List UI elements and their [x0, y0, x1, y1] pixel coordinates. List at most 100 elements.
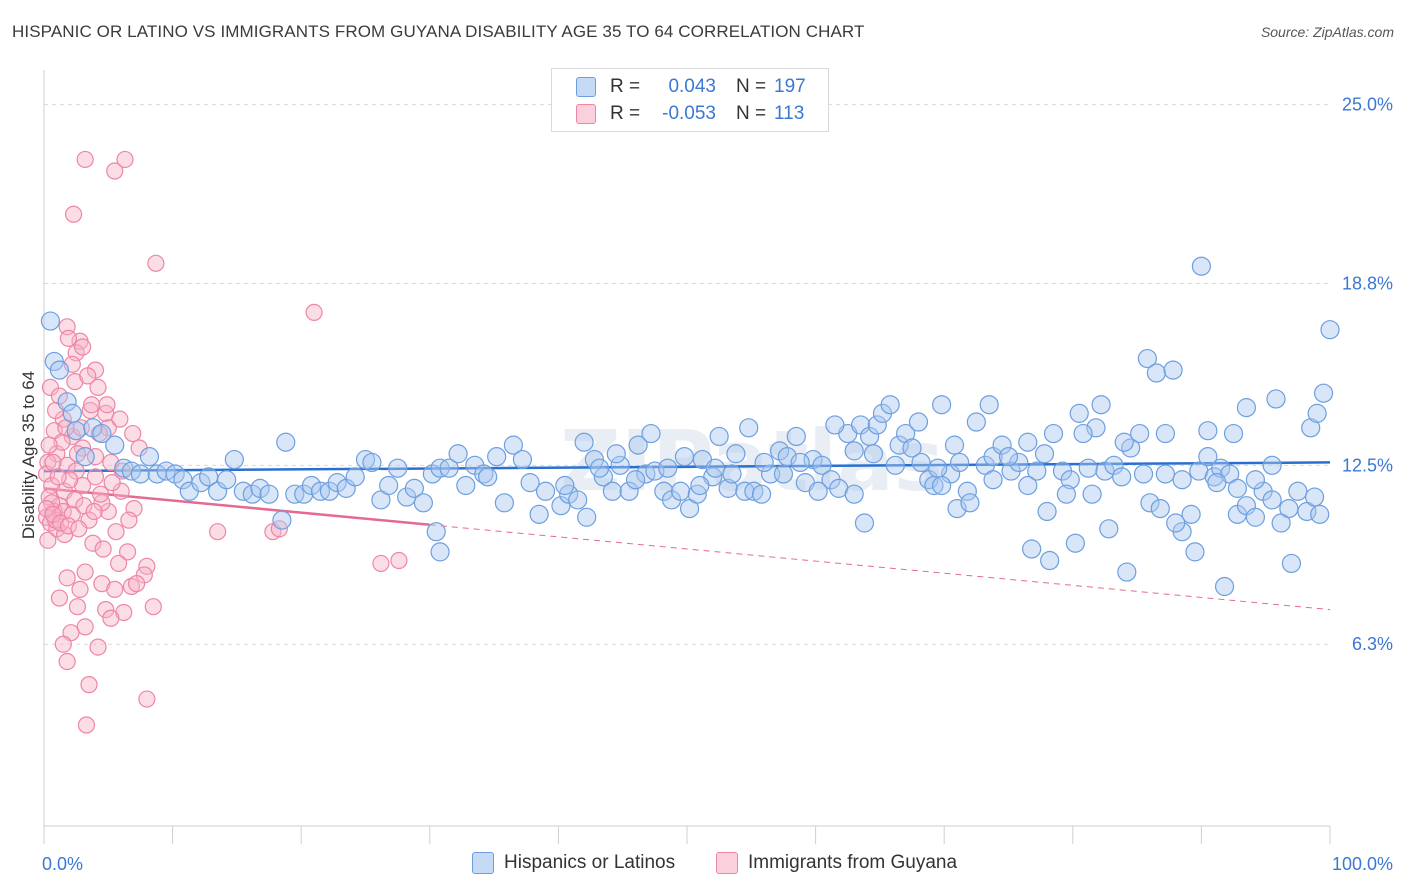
blue-data-point	[1099, 519, 1119, 539]
blue-data-point	[928, 458, 948, 478]
pink-data-point	[99, 502, 117, 521]
blue-data-point	[754, 452, 774, 473]
blue-data-point	[950, 452, 970, 473]
blue-data-point	[960, 493, 980, 513]
bottom-legend: Hispanics or Latinos Immigrants from Guy…	[0, 852, 1406, 878]
blue-data-point	[1310, 504, 1330, 524]
blue-data-point	[1288, 481, 1308, 501]
pink-data-point	[98, 396, 116, 414]
blue-data-point	[1034, 444, 1055, 464]
blue-data-point	[1117, 562, 1137, 582]
legend-r-label: R =	[610, 76, 641, 97]
blue-data-point	[844, 484, 864, 504]
bottom-legend-swatch-blue	[472, 852, 494, 874]
blue-data-point	[1172, 470, 1192, 490]
blue-data-point	[404, 478, 424, 498]
pink-data-point	[76, 563, 94, 581]
blue-data-point	[1266, 389, 1286, 409]
bottom-legend-label: Immigrants from Guyana	[748, 852, 958, 873]
pink-data-point	[63, 427, 81, 446]
blue-data-point	[577, 507, 597, 527]
blue-data-point	[606, 444, 626, 464]
axes	[43, 70, 1331, 844]
blue-data-point	[1198, 421, 1218, 441]
pink-data-point	[147, 254, 165, 272]
pink-data-point	[64, 205, 83, 223]
legend-n-value: 197	[774, 76, 806, 97]
pink-data-point	[76, 150, 94, 169]
blue-data-point	[854, 513, 875, 533]
pink-data-point	[77, 716, 96, 734]
pink-data-point	[40, 436, 58, 454]
blue-data-point	[979, 395, 999, 415]
blue-data-point	[726, 444, 746, 464]
blue-data-point	[66, 421, 86, 441]
blue-data-point	[276, 432, 296, 452]
blue-data-point	[932, 475, 952, 496]
tick-labels: 6.3% 12.5% 18.8% 25.0% 0.0% 100.0%	[42, 95, 1393, 874]
blue-data-point	[224, 449, 244, 470]
pink-data-point	[82, 396, 101, 414]
blue-data-point	[75, 447, 95, 467]
blue-data-point	[739, 418, 759, 438]
pink-data-point	[59, 329, 78, 347]
blue-data-point	[503, 435, 523, 455]
blue-data-point	[825, 415, 845, 435]
blue-data-point	[1214, 576, 1235, 597]
blue-data-point	[422, 464, 442, 484]
blue-data-point	[589, 458, 610, 478]
pink-data-point	[103, 474, 121, 492]
legend-r-label: R =	[610, 103, 641, 124]
blue-data-point	[551, 496, 571, 516]
blue-data-point	[1236, 398, 1257, 418]
pink-data-point	[124, 424, 142, 443]
blue-data-point	[1114, 432, 1134, 452]
blue-data-point	[908, 412, 929, 432]
pink-data-point	[109, 554, 128, 573]
blue-data-point	[413, 493, 433, 513]
pink-data-point	[67, 462, 85, 480]
grid-lines	[44, 104, 1330, 645]
blue-data-point	[751, 484, 772, 504]
blue-data-point	[1245, 507, 1266, 527]
blue-data-point	[1163, 360, 1183, 380]
pink-data-point	[58, 652, 76, 671]
blue-data-point	[535, 481, 556, 501]
blue-trend-line	[43, 461, 1331, 473]
blue-data-point	[610, 455, 630, 475]
data-points	[37, 150, 1340, 734]
pink-data-point	[89, 638, 107, 656]
pink-data-point	[84, 534, 102, 552]
pink-data-point	[80, 676, 98, 694]
y-tick-label: 12.5%	[1342, 455, 1393, 475]
blue-data-point	[769, 441, 790, 461]
blue-data-point	[520, 473, 540, 493]
blue-data-point	[1073, 423, 1093, 444]
legend-row-pink: R = -0.053 N = 113	[576, 102, 804, 126]
pink-data-point	[372, 554, 390, 573]
chart-title: HISPANIC OR LATINO VS IMMIGRANTS FROM GU…	[12, 22, 865, 41]
blue-data-point	[1223, 423, 1244, 444]
blue-data-point	[658, 458, 678, 478]
blue-data-point	[512, 449, 532, 470]
blue-data-point	[574, 432, 594, 452]
blue-data-point	[773, 464, 794, 484]
blue-data-point	[1082, 484, 1102, 504]
pink-data-point	[94, 540, 112, 558]
blue-data-point	[165, 464, 185, 484]
pink-data-point	[112, 482, 130, 500]
pink-data-point	[54, 635, 72, 653]
pink-data-point	[41, 378, 60, 397]
legend-r-value: 0.043	[668, 76, 716, 97]
blue-data-point	[844, 441, 864, 461]
blue-data-point	[786, 426, 806, 447]
pink-data-point	[120, 511, 138, 529]
blue-data-point	[1018, 432, 1038, 452]
blue-data-point	[1056, 484, 1076, 504]
blue-data-point	[1104, 455, 1124, 475]
blue-data-point	[362, 452, 382, 473]
blue-data-point	[1307, 403, 1327, 423]
blue-data-point	[674, 447, 695, 467]
blue-data-point	[1060, 470, 1080, 490]
svg-text:ZIPatlas: ZIPatlas	[560, 412, 944, 510]
